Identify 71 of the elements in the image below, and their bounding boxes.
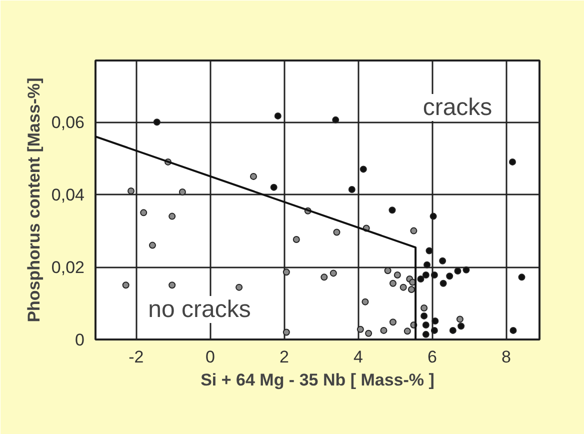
point [388, 206, 396, 214]
x-axis-title: Si + 64 Mg - 35 Nb [ Mass-% ] [200, 370, 434, 390]
point [400, 284, 407, 291]
point [394, 272, 401, 278]
point [320, 274, 328, 281]
point [140, 209, 148, 216]
point [430, 272, 438, 278]
point [333, 228, 340, 236]
point [420, 304, 428, 312]
annotation: no cracks [148, 296, 251, 323]
x-tick-label: 2 [279, 348, 289, 366]
y-tick-label: 0 [75, 330, 85, 350]
point [356, 326, 364, 333]
point [389, 280, 396, 287]
y-tick-label: 0,04 [51, 186, 85, 205]
point [410, 227, 418, 234]
point [422, 322, 430, 328]
point [332, 116, 340, 124]
y-axis-title: Phosphorus content [Mass-%] [24, 78, 44, 322]
point [424, 261, 431, 268]
point [270, 184, 278, 191]
point [422, 272, 430, 278]
point [426, 247, 433, 254]
point [250, 172, 257, 180]
point [508, 158, 516, 166]
point [274, 112, 282, 120]
point [122, 282, 130, 289]
point [178, 188, 186, 196]
point [282, 268, 290, 276]
point [446, 272, 454, 280]
point [417, 275, 424, 282]
point [458, 322, 465, 330]
point [153, 118, 160, 126]
point [422, 330, 430, 338]
point [168, 212, 176, 220]
y-tick-label: 0,06 [51, 113, 85, 132]
point [404, 328, 411, 335]
point [389, 318, 396, 326]
point [462, 266, 470, 274]
point [384, 267, 392, 274]
point [456, 316, 464, 323]
x-tick-label: -2 [128, 348, 144, 366]
point [292, 236, 300, 243]
point [432, 318, 439, 325]
point [430, 212, 437, 220]
point [510, 326, 517, 334]
point [454, 268, 462, 275]
point [360, 166, 367, 173]
point [440, 280, 447, 287]
point [128, 187, 135, 194]
point [330, 270, 337, 277]
point [439, 257, 446, 264]
y-tick-label: 0,02 [51, 258, 85, 278]
point [168, 282, 176, 289]
x-tick-label: 8 [501, 348, 511, 366]
point [380, 326, 388, 334]
annotation: cracks [422, 94, 492, 121]
x-tick-label: 0 [205, 348, 215, 366]
point [236, 284, 243, 291]
x-tick-label: 4 [353, 348, 363, 366]
point [365, 330, 372, 337]
point [420, 312, 428, 320]
x-tick-label: 6 [427, 348, 437, 366]
point [148, 242, 156, 249]
point [282, 328, 290, 336]
point [430, 326, 438, 334]
point [362, 298, 369, 306]
point [348, 186, 356, 193]
point [449, 326, 456, 334]
point [518, 274, 526, 281]
point [408, 286, 415, 293]
